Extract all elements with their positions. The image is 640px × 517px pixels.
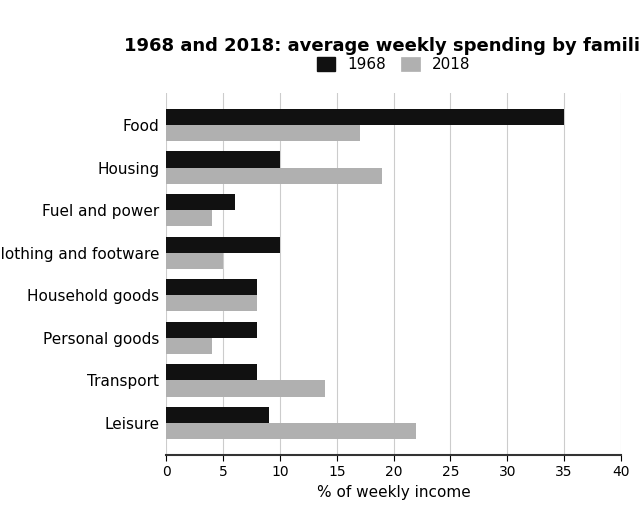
- Title: 1968 and 2018: average weekly spending by families: 1968 and 2018: average weekly spending b…: [124, 37, 640, 55]
- Bar: [166, 210, 212, 226]
- Bar: [166, 237, 280, 253]
- Bar: [166, 168, 382, 184]
- Bar: [166, 364, 257, 381]
- Bar: [166, 253, 223, 269]
- Bar: [166, 279, 257, 295]
- Bar: [166, 381, 326, 397]
- Legend: 1968, 2018: 1968, 2018: [317, 57, 470, 72]
- Bar: [166, 423, 417, 439]
- Bar: [166, 151, 280, 168]
- Bar: [166, 338, 212, 354]
- Bar: [166, 194, 235, 210]
- X-axis label: % of weekly income: % of weekly income: [317, 485, 470, 500]
- Bar: [166, 125, 360, 141]
- Bar: [166, 295, 257, 311]
- Bar: [166, 109, 564, 125]
- Bar: [166, 322, 257, 338]
- Bar: [166, 407, 269, 423]
